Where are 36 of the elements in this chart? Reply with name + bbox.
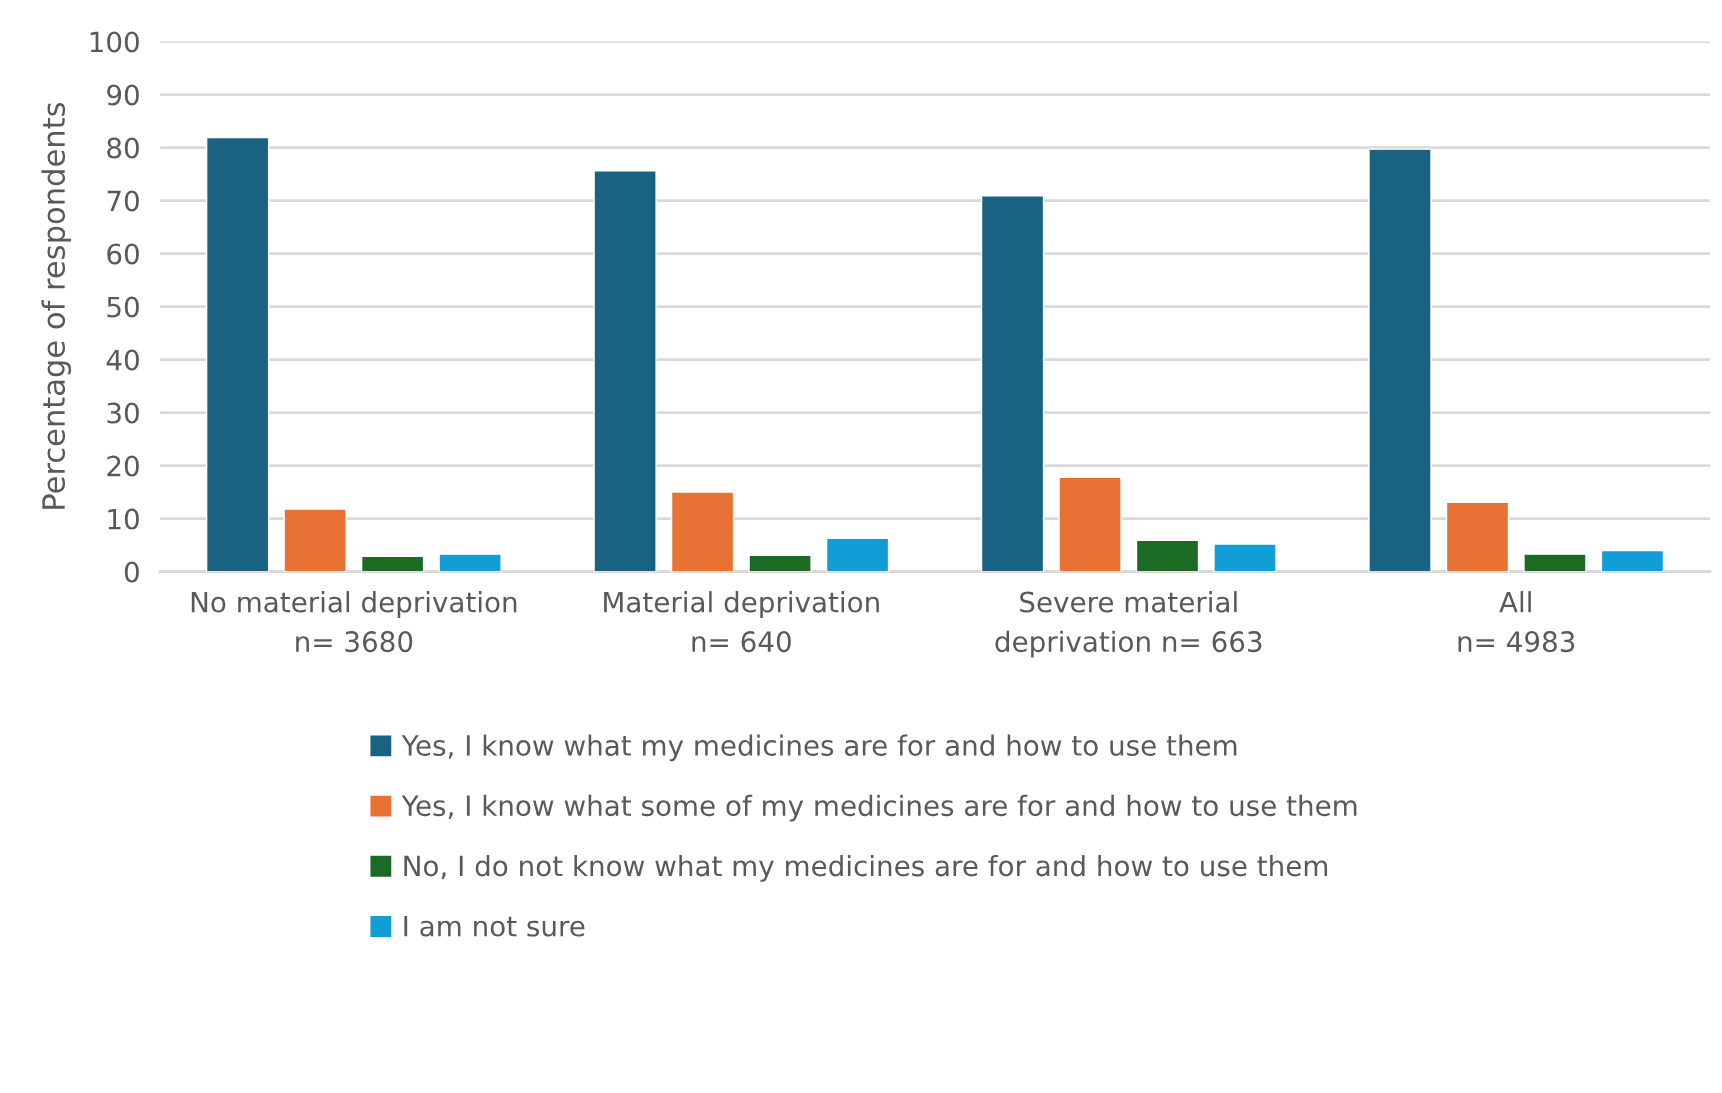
bar [360,555,425,572]
y-tick-label: 10 [108,508,139,530]
x-tick-label: Material deprivation n= 640 [604,591,879,653]
x-tick-label: All n= 4983 [1458,591,1575,653]
y-axis-title: Percentage of respondents [41,102,72,509]
bar [670,491,735,572]
bar [1523,553,1587,572]
bar [825,537,890,572]
legend-label: I am not sure [404,915,585,937]
y-tick-label: 100 [90,31,139,53]
y-tick-label: 30 [107,402,139,424]
y-tick-label: 60 [107,243,139,265]
legend-label: Yes, I know what some of my medicines are for and how to use them [401,794,1357,822]
bar [1600,549,1665,572]
legend-label: Yes, I know what my medicines are for and how to use them [401,734,1237,762]
y-tick-label: 90 [107,84,139,106]
bar [1368,148,1432,572]
x-tick-label: No material deprivation n= 3680 [191,591,517,653]
legend-label: No, I do not know what my medicines are for and how to use them [404,854,1328,882]
bar [593,170,657,572]
y-tick-label: 20 [107,455,139,477]
bar [438,553,502,572]
y-tick-label: 80 [107,137,139,159]
bar [980,195,1045,572]
y-tick-label: 70 [107,190,139,212]
y-tick-label: 40 [106,349,139,371]
bar [205,136,270,572]
bar [1213,543,1277,572]
y-tick-label: 50 [107,296,139,318]
y-tick-label: 0 [124,561,139,583]
x-tick-label: Severe material deprivation n= 663 [995,591,1262,658]
bar [283,508,347,572]
bar [1135,539,1200,572]
bar [748,554,812,572]
bar [1058,476,1122,572]
bar [1445,501,1510,572]
